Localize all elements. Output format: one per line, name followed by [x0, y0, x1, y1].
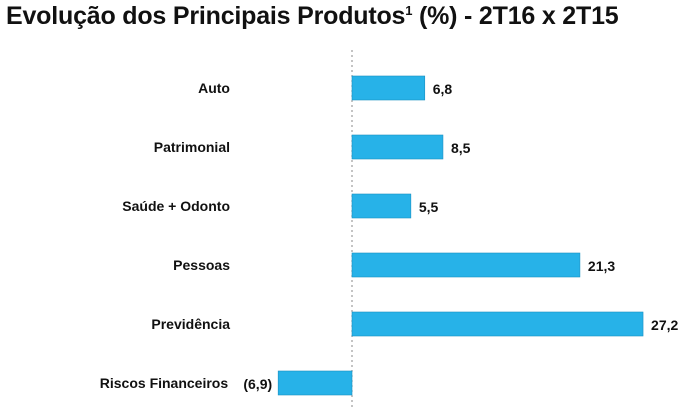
category-label-patrimonial: Patrimonial [154, 139, 230, 155]
value-label-saude-odonto: 5,5 [419, 199, 439, 215]
category-label-auto: Auto [198, 80, 230, 96]
bar-pessoas [351, 252, 581, 278]
value-label-patrimonial: 8,5 [451, 140, 471, 156]
chart-title-suffix: (%) - 2T16 x 2T15 [412, 2, 619, 30]
category-label-previdencia: Previdência [151, 316, 230, 332]
bar-patrimonial [351, 134, 444, 160]
value-label-riscos-financeiros: (6,9) [243, 376, 272, 392]
category-label-pessoas: Pessoas [173, 257, 230, 273]
category-label-saude-odonto: Saúde + Odonto [122, 198, 230, 214]
chart-title-main: Evolução dos Principais Produtos [6, 2, 406, 30]
bar-riscos-financeiros [277, 370, 353, 396]
chart-title: Evolução dos Principais Produtos1 (%) - … [6, 2, 619, 31]
bar-previdencia [351, 311, 644, 337]
value-label-auto: 6,8 [433, 81, 453, 97]
chart-title-footnote-marker: 1 [405, 3, 413, 18]
value-label-pessoas: 21,3 [588, 258, 615, 274]
bar-auto [351, 75, 426, 101]
value-label-previdencia: 27,2 [651, 317, 678, 333]
bar-saude-odonto [351, 193, 412, 219]
category-label-riscos-financeiros: Riscos Financeiros [100, 375, 229, 391]
